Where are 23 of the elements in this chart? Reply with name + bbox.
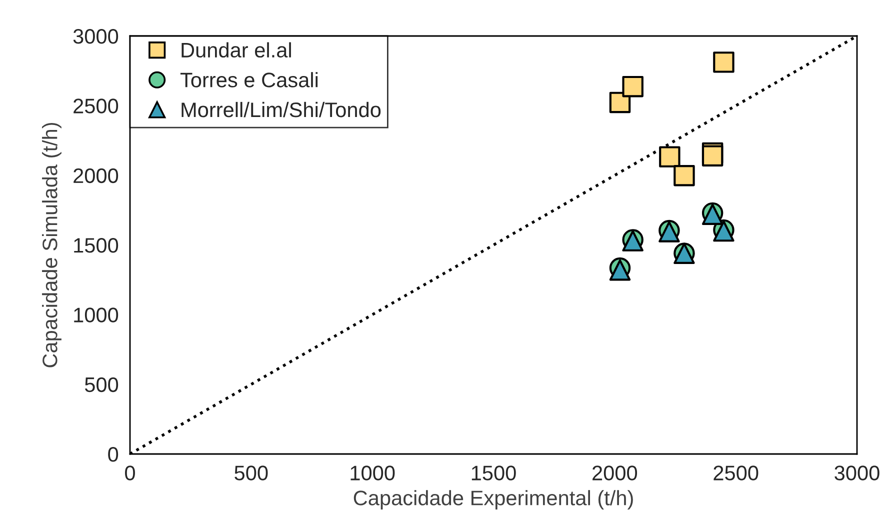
x-tick-label: 500	[234, 466, 268, 480]
y-tick-label: 1500	[74, 238, 118, 253]
x-tick-label: 1500	[472, 466, 516, 480]
point	[713, 52, 734, 73]
point	[622, 76, 644, 98]
legend-label: Torres e Casali	[180, 72, 318, 88]
x-tick-label: 0	[125, 466, 135, 480]
legend-label: Morrell/Lim/Shi/Tondo	[182, 102, 381, 118]
y-tick-label: 2500	[74, 98, 118, 114]
y-tick-label: 3000	[73, 29, 118, 44]
y-tick-label: 1000	[74, 308, 118, 322]
x-axis-title: Capacidade Experimental (t/h)	[354, 490, 633, 510]
x-tick-label: 3000	[834, 466, 880, 480]
y-tick-label: 2000	[74, 168, 118, 184]
x-tick-label: 2500	[714, 466, 758, 480]
point	[659, 146, 680, 168]
y-axis-title: Capacidade Simulada (t/h)	[42, 122, 62, 368]
point	[674, 164, 695, 186]
legend-label: Dundar el.al	[182, 42, 291, 58]
x-tick-label: 2000	[592, 466, 638, 480]
y-tick-label: 500	[84, 377, 118, 392]
x-tick-label: 1000	[350, 466, 395, 480]
y-tick-label: 0	[108, 447, 118, 462]
